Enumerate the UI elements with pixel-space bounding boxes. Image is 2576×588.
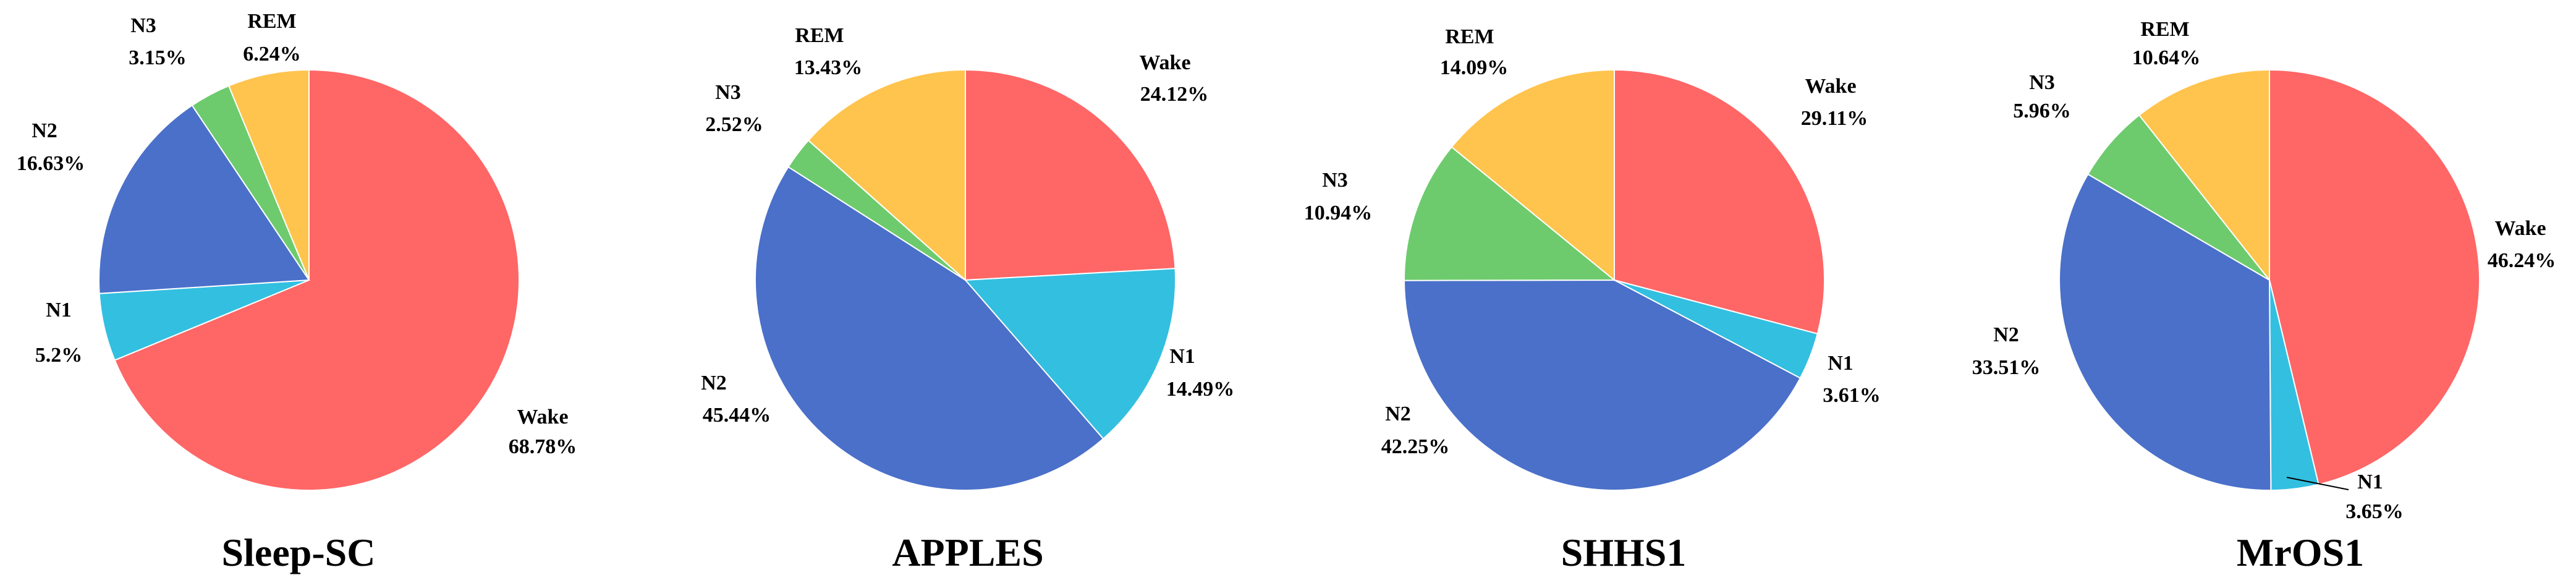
slice-value-label: 42.25% [1381, 435, 1450, 458]
chart-shhs1: Wake 29.11% N1 3.61% N2 42.25% N3 10.94% REM 14.0… [1304, 25, 1881, 574]
pie-slice-n2 [98, 104, 310, 294]
pie-slice-n2 [755, 166, 1104, 492]
pie-slice-n3 [1403, 146, 1616, 281]
slice-value-label: 2.52% [705, 113, 763, 136]
pie-slice-n3 [2087, 114, 2270, 281]
chart-sleep-sc: Wake68.78%N15.2%N216.63%N33.15%REM6.24% … [17, 10, 577, 574]
slice-label: N2 [32, 119, 57, 142]
leader-line [2286, 477, 2349, 490]
slice-value-label: 29.11% [1801, 107, 1868, 130]
slice-label: N1 [1828, 352, 1854, 375]
slice-label: N1 [46, 299, 72, 322]
slice-label: N1 [2357, 471, 2383, 493]
slice-value-label: 10.94% [1304, 202, 1373, 224]
slice-label: N2 [1993, 323, 2019, 346]
slice-value-label: 14.09% [1440, 56, 1509, 79]
pie-slice-wake [1614, 69, 1825, 335]
slice-label: N3 [2029, 71, 2055, 94]
chart-mros1: Wake 46.24% N1 3.65% N2 33.51% N3 5.96% REM 10.64… [1972, 18, 2556, 574]
slice-label: Wake [1139, 51, 1190, 74]
pie-slice-n2 [1403, 279, 1802, 491]
pie-slice-n2 [2059, 173, 2272, 491]
slice-value-label: 68.78% [509, 435, 577, 458]
chart-apples: Wake 24.12% N1 14.49% N2 45.44% N3 2.52% REM 13.4… [701, 24, 1234, 574]
slice-value-label: 3.61% [1823, 384, 1881, 407]
pie-slice-rem [1451, 69, 1615, 282]
slice-value-label: 46.24% [2488, 249, 2556, 272]
slice-label: REM [247, 10, 296, 33]
slice-label: N2 [701, 372, 727, 394]
chart-title: APPLES [892, 530, 1043, 574]
slice-value-label: 33.51% [1972, 356, 2041, 379]
slice-label: N3 [715, 81, 741, 104]
slice-value-label: 5.2% [35, 344, 83, 367]
slice-label: Wake [517, 406, 568, 428]
slice-value-label: 16.63% [17, 152, 85, 175]
slice-value-label: 45.44% [703, 404, 771, 427]
slice-label: N1 [1169, 345, 1195, 368]
slice-label: REM [1445, 25, 1494, 48]
slice-value-label: 3.65% [2345, 500, 2404, 523]
pie-slice-n1 [964, 268, 1176, 440]
slice-label: Wake [1805, 75, 1856, 98]
slice-value-label: 24.12% [1140, 83, 1209, 106]
pie-slice-wake [2269, 69, 2481, 485]
pie-slice-wake [965, 69, 1176, 281]
pie-slice-rem [227, 69, 310, 281]
pie-slice-rem [807, 69, 966, 282]
chart-title: MrOS1 [2237, 530, 2364, 574]
slice-value-label: 14.49% [1166, 378, 1235, 401]
slice-label: REM [2140, 18, 2189, 41]
slice-label: N3 [130, 14, 156, 37]
slice-value-label: 10.64% [2132, 46, 2201, 69]
slice-label: Wake [2494, 217, 2546, 240]
slice-value-label: 5.96% [2013, 100, 2071, 122]
slice-value-label: 3.15% [129, 46, 187, 69]
pie-slice-rem [2138, 69, 2270, 282]
slice-label: REM [795, 24, 844, 47]
slice-value-label: 6.24% [243, 43, 301, 66]
pie-slice-wake [114, 69, 520, 491]
slice-label: N2 [1385, 403, 1411, 425]
slice-label: N3 [1322, 169, 1348, 192]
slice-value-label: 13.43% [794, 56, 863, 79]
chart-title: SHHS1 [1561, 530, 1687, 574]
chart-title: Sleep-SC [222, 530, 376, 574]
